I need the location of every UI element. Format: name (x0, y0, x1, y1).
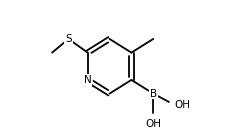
Text: OH: OH (174, 99, 190, 110)
Text: OH: OH (145, 119, 161, 129)
Text: B: B (149, 89, 156, 99)
Text: S: S (65, 34, 71, 44)
Text: N: N (83, 75, 91, 85)
